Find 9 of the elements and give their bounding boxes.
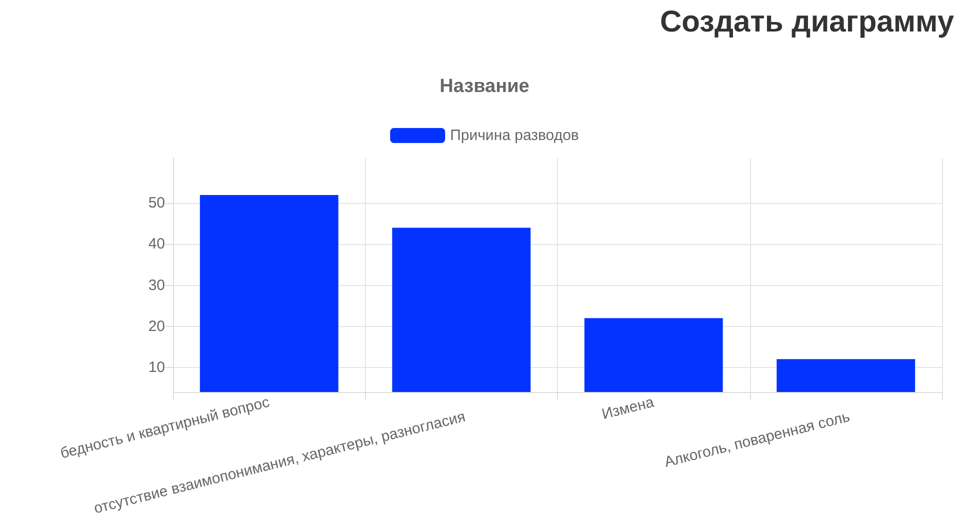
legend-label: Причина разводов — [450, 127, 579, 144]
y-tick-label: 30 — [148, 276, 165, 294]
y-tick-label: 10 — [148, 358, 165, 376]
y-tick-label: 40 — [148, 236, 165, 253]
y-tick-label: 50 — [148, 194, 165, 212]
chart-title: Название — [440, 76, 530, 97]
x-tick-label: Измена — [600, 394, 656, 424]
text: Создать диаграмму — [660, 6, 954, 38]
y-tick-label: 20 — [148, 318, 165, 335]
